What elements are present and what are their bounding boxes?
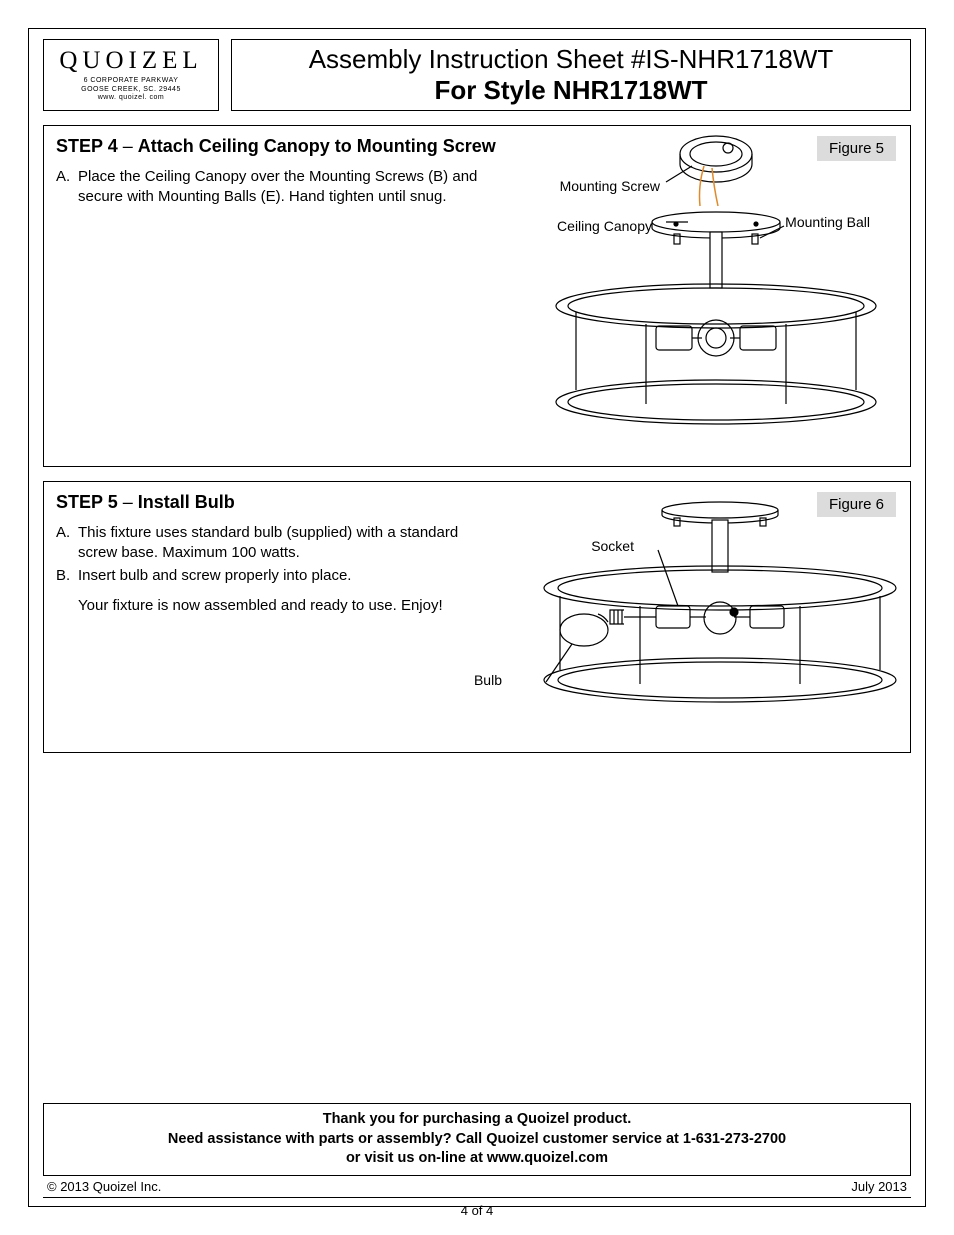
title-line1: Assembly Instruction Sheet #IS-NHR1718WT — [309, 44, 834, 75]
footer-line: Need assistance with parts or assembly? … — [52, 1130, 902, 1150]
copyright: © 2013 Quoizel Inc. — [47, 1179, 161, 1194]
footer-line: Thank you for purchasing a Quoizel produ… — [52, 1110, 902, 1130]
item-text: Insert bulb and screw properly into plac… — [78, 566, 351, 586]
footer-line: or visit us on-line at www.quoizel.com — [52, 1149, 902, 1169]
step5-item-a: A. This fixture uses standard bulb (supp… — [56, 523, 486, 564]
item-text: This fixture uses standard bulb (supplie… — [78, 523, 486, 564]
logo-box: QUOIZEL 6 CORPORATE PARKWAY GOOSE CREEK,… — [43, 39, 219, 111]
footer-box: Thank you for purchasing a Quoizel produ… — [43, 1103, 911, 1176]
title-box: Assembly Instruction Sheet #IS-NHR1718WT… — [231, 39, 911, 111]
page-number: 4 of 4 — [43, 1203, 911, 1218]
step4-box: STEP 4 – Attach Ceiling Canopy to Mounti… — [43, 125, 911, 467]
title-line2: For Style NHR1718WT — [434, 75, 707, 106]
dash: – — [118, 136, 138, 156]
step5-box: STEP 5 – Install Bulb A. This fixture us… — [43, 481, 911, 753]
addr-line: www. quoizel. com — [81, 94, 181, 102]
step5-after: Your fixture is now assembled and ready … — [78, 596, 486, 616]
brand-name: QUOIZEL — [59, 47, 202, 75]
step-num: STEP 5 — [56, 492, 118, 512]
header-row: QUOIZEL 6 CORPORATE PARKWAY GOOSE CREEK,… — [29, 29, 925, 111]
step-num: STEP 4 — [56, 136, 118, 156]
addr-line: 6 CORPORATE PARKWAY — [81, 77, 181, 85]
item-letter: A. — [56, 167, 78, 208]
dash: – — [118, 492, 138, 512]
figure6-diagram — [490, 488, 910, 718]
step5-item-b: B. Insert bulb and screw properly into p… — [56, 566, 486, 586]
figure5-diagram — [516, 126, 896, 454]
item-letter: A. — [56, 523, 78, 564]
addr-line: GOOSE CREEK, SC. 29445 — [81, 86, 181, 94]
brand-address: 6 CORPORATE PARKWAY GOOSE CREEK, SC. 294… — [81, 77, 181, 102]
figure6-svg — [490, 488, 910, 718]
step5-body: A. This fixture uses standard bulb (supp… — [56, 523, 486, 616]
step-title: Install Bulb — [138, 492, 235, 512]
figure5-svg — [516, 126, 896, 454]
step4-body: A. Place the Ceiling Canopy over the Mou… — [56, 167, 486, 208]
bottom-rule: 4 of 4 — [43, 1197, 911, 1198]
date: July 2013 — [851, 1179, 907, 1194]
step4-item-a: A. Place the Ceiling Canopy over the Mou… — [56, 167, 486, 208]
item-letter: B. — [56, 566, 78, 586]
page-border: QUOIZEL 6 CORPORATE PARKWAY GOOSE CREEK,… — [28, 28, 926, 1207]
item-text: Place the Ceiling Canopy over the Mounti… — [78, 167, 486, 208]
step-title: Attach Ceiling Canopy to Mounting Screw — [138, 136, 496, 156]
